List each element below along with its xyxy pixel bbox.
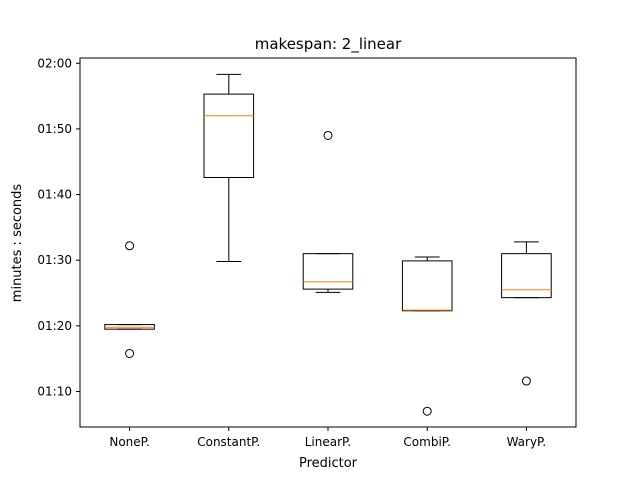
x-tick-label: NoneP. (109, 435, 150, 449)
box-iqr (203, 93, 255, 178)
x-tick-label: CombiP. (403, 435, 451, 449)
x-axis-label: Predictor (299, 456, 358, 471)
outlier-point (521, 376, 531, 386)
y-tick-label: 01:50 (37, 122, 72, 136)
y-tick-label: 01:20 (37, 319, 72, 333)
box-iqr (302, 253, 354, 290)
outlier-point (125, 348, 135, 358)
y-tick-label: 02:00 (37, 56, 72, 70)
y-tick-label: 01:30 (37, 253, 72, 267)
chart-title: makespan: 2_linear (255, 35, 402, 54)
y-tick-label: 01:40 (37, 188, 72, 202)
axes-frame (79, 57, 577, 428)
outlier-point (323, 130, 333, 140)
outlier-point (125, 241, 135, 251)
y-tick-label: 01:10 (37, 385, 72, 399)
plot-area: 01:10 01:20 01:30 01:40 01:50 02:00 NoneP. Cons… (37, 56, 577, 449)
box-iqr (501, 253, 552, 299)
box-iqr (401, 260, 453, 312)
outlier-point (422, 406, 432, 416)
y-axis-label: minutes : seconds (10, 184, 25, 303)
x-tick-label: WaryP. (507, 435, 547, 449)
x-tick-label: ConstantP. (197, 435, 260, 449)
x-tick-label: LinearP. (305, 435, 351, 449)
